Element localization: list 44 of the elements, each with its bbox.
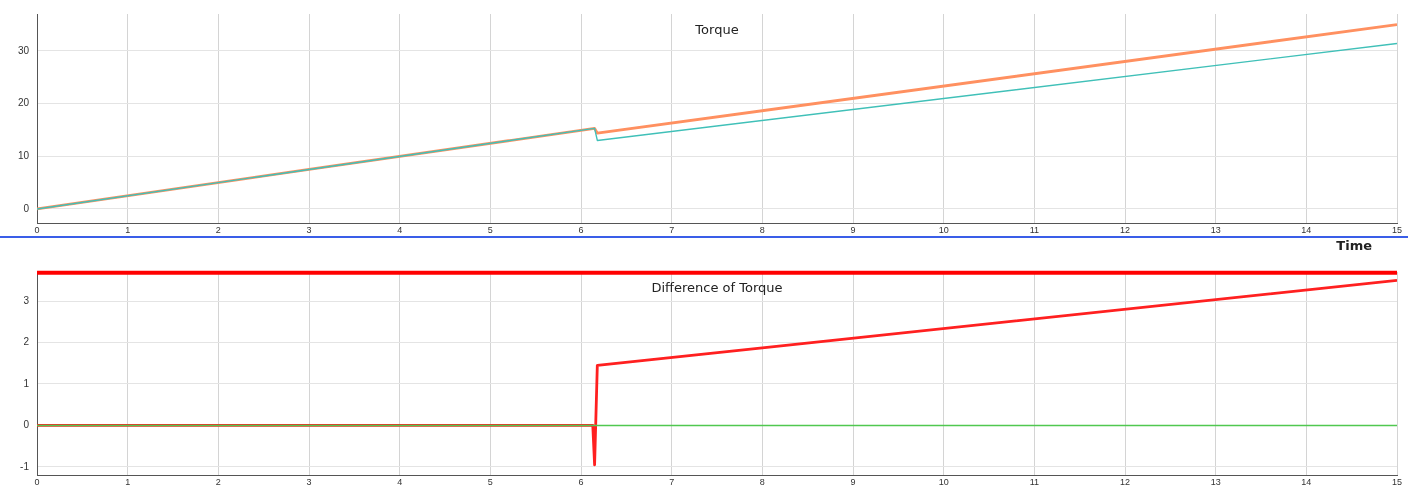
x-tick-label: 6	[578, 477, 584, 488]
x-tick-label: 10	[938, 477, 949, 488]
x-tick-label: 0	[34, 477, 40, 488]
y-tick-label: 30	[17, 44, 30, 56]
x-tick-label: 4	[397, 225, 403, 236]
x-tick-label: 14	[1301, 225, 1312, 236]
y-tick-label: 1	[23, 377, 30, 389]
y-tick-label: -1	[20, 460, 30, 472]
x-tick-label: 3	[306, 477, 312, 488]
x-tick-label: 5	[487, 225, 493, 236]
x-tick-label: 13	[1210, 477, 1221, 488]
text: Torque	[694, 21, 739, 37]
x-tick-label: 9	[850, 225, 856, 236]
x-tick-label: 1	[125, 225, 131, 236]
x-tick-label: 2	[215, 477, 221, 488]
x-tick-label: 9	[850, 477, 856, 488]
y-tick-label: 0	[23, 202, 30, 214]
x-tick-label: 15	[1391, 225, 1403, 236]
x-tick-label: 15	[1391, 477, 1403, 488]
y-tick-label: 10	[17, 150, 30, 162]
x-axis-title: Time	[1335, 238, 1373, 255]
x-tick-label: 7	[669, 477, 675, 488]
x-tick-label: 0	[34, 225, 40, 236]
x-tick-label: 12	[1119, 225, 1131, 236]
x-tick-label: 6	[578, 225, 584, 236]
text: Difference of Torque	[651, 279, 783, 295]
x-tick-label: 11	[1029, 477, 1040, 488]
y-tick-label: 0	[23, 419, 30, 431]
x-tick-label: 8	[759, 477, 765, 488]
x-tick-label: 8	[759, 225, 765, 236]
x-tick-label: 7	[669, 225, 675, 236]
x-tick-label: 1	[125, 477, 131, 488]
x-tick-label: 12	[1119, 477, 1131, 488]
x-tick-label: 2	[215, 225, 221, 236]
x-tick-label: 4	[397, 477, 403, 488]
x-tick-label: 13	[1210, 225, 1221, 236]
y-tick-label: 20	[17, 97, 30, 109]
x-tick-label: 11	[1029, 225, 1040, 236]
x-tick-label: 5	[487, 477, 493, 488]
y-tick-label: 3	[23, 294, 30, 306]
x-tick-label: 10	[938, 225, 949, 236]
y-tick-label: 2	[23, 336, 30, 348]
x-tick-label: 14	[1301, 477, 1312, 488]
x-tick-label: 3	[306, 225, 312, 236]
